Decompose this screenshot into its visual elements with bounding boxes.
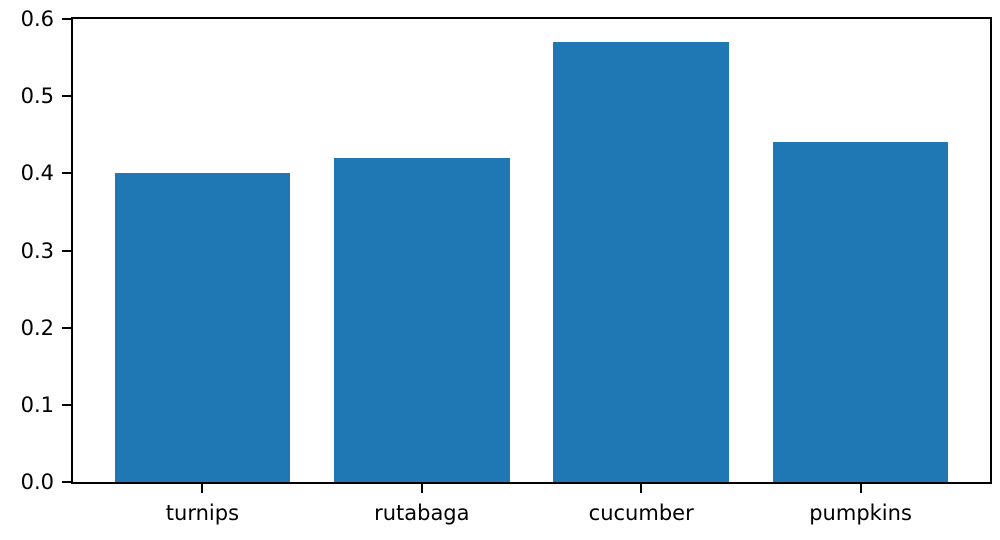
y-tick-mark [62,403,71,406]
bar-pumpkins [772,142,949,482]
y-tick-label: 0.3 [20,238,54,263]
x-tick-mark [201,484,204,493]
y-tick-mark [62,172,71,175]
x-tick-mark [420,484,423,493]
x-tick-mark [640,484,643,493]
x-tick-label-rutabaga: rutabaga [374,501,470,525]
y-tick-mark [62,95,71,98]
x-tick-label-cucumber: cucumber [588,501,694,525]
x-tick-label-pumpkins: pumpkins [809,501,912,525]
y-tick-label: 0.5 [20,84,54,109]
y-tick-label: 0.1 [20,392,54,417]
plot-area [71,17,992,484]
y-tick-label: 0.2 [20,315,54,340]
y-tick-mark [62,481,71,483]
x-tick-label-turnips: turnips [165,501,240,525]
y-tick-mark [62,18,71,20]
y-tick-label: 0.4 [20,161,54,186]
y-tick-mark [62,249,71,252]
y-tick-label: 0.0 [20,470,54,494]
bar-cucumber [553,42,729,482]
bar-turnips [114,173,291,482]
y-tick-label: 0.6 [20,7,54,31]
x-tick-mark [859,484,862,493]
y-tick-mark [62,326,71,329]
bar-rutabaga [334,157,510,482]
